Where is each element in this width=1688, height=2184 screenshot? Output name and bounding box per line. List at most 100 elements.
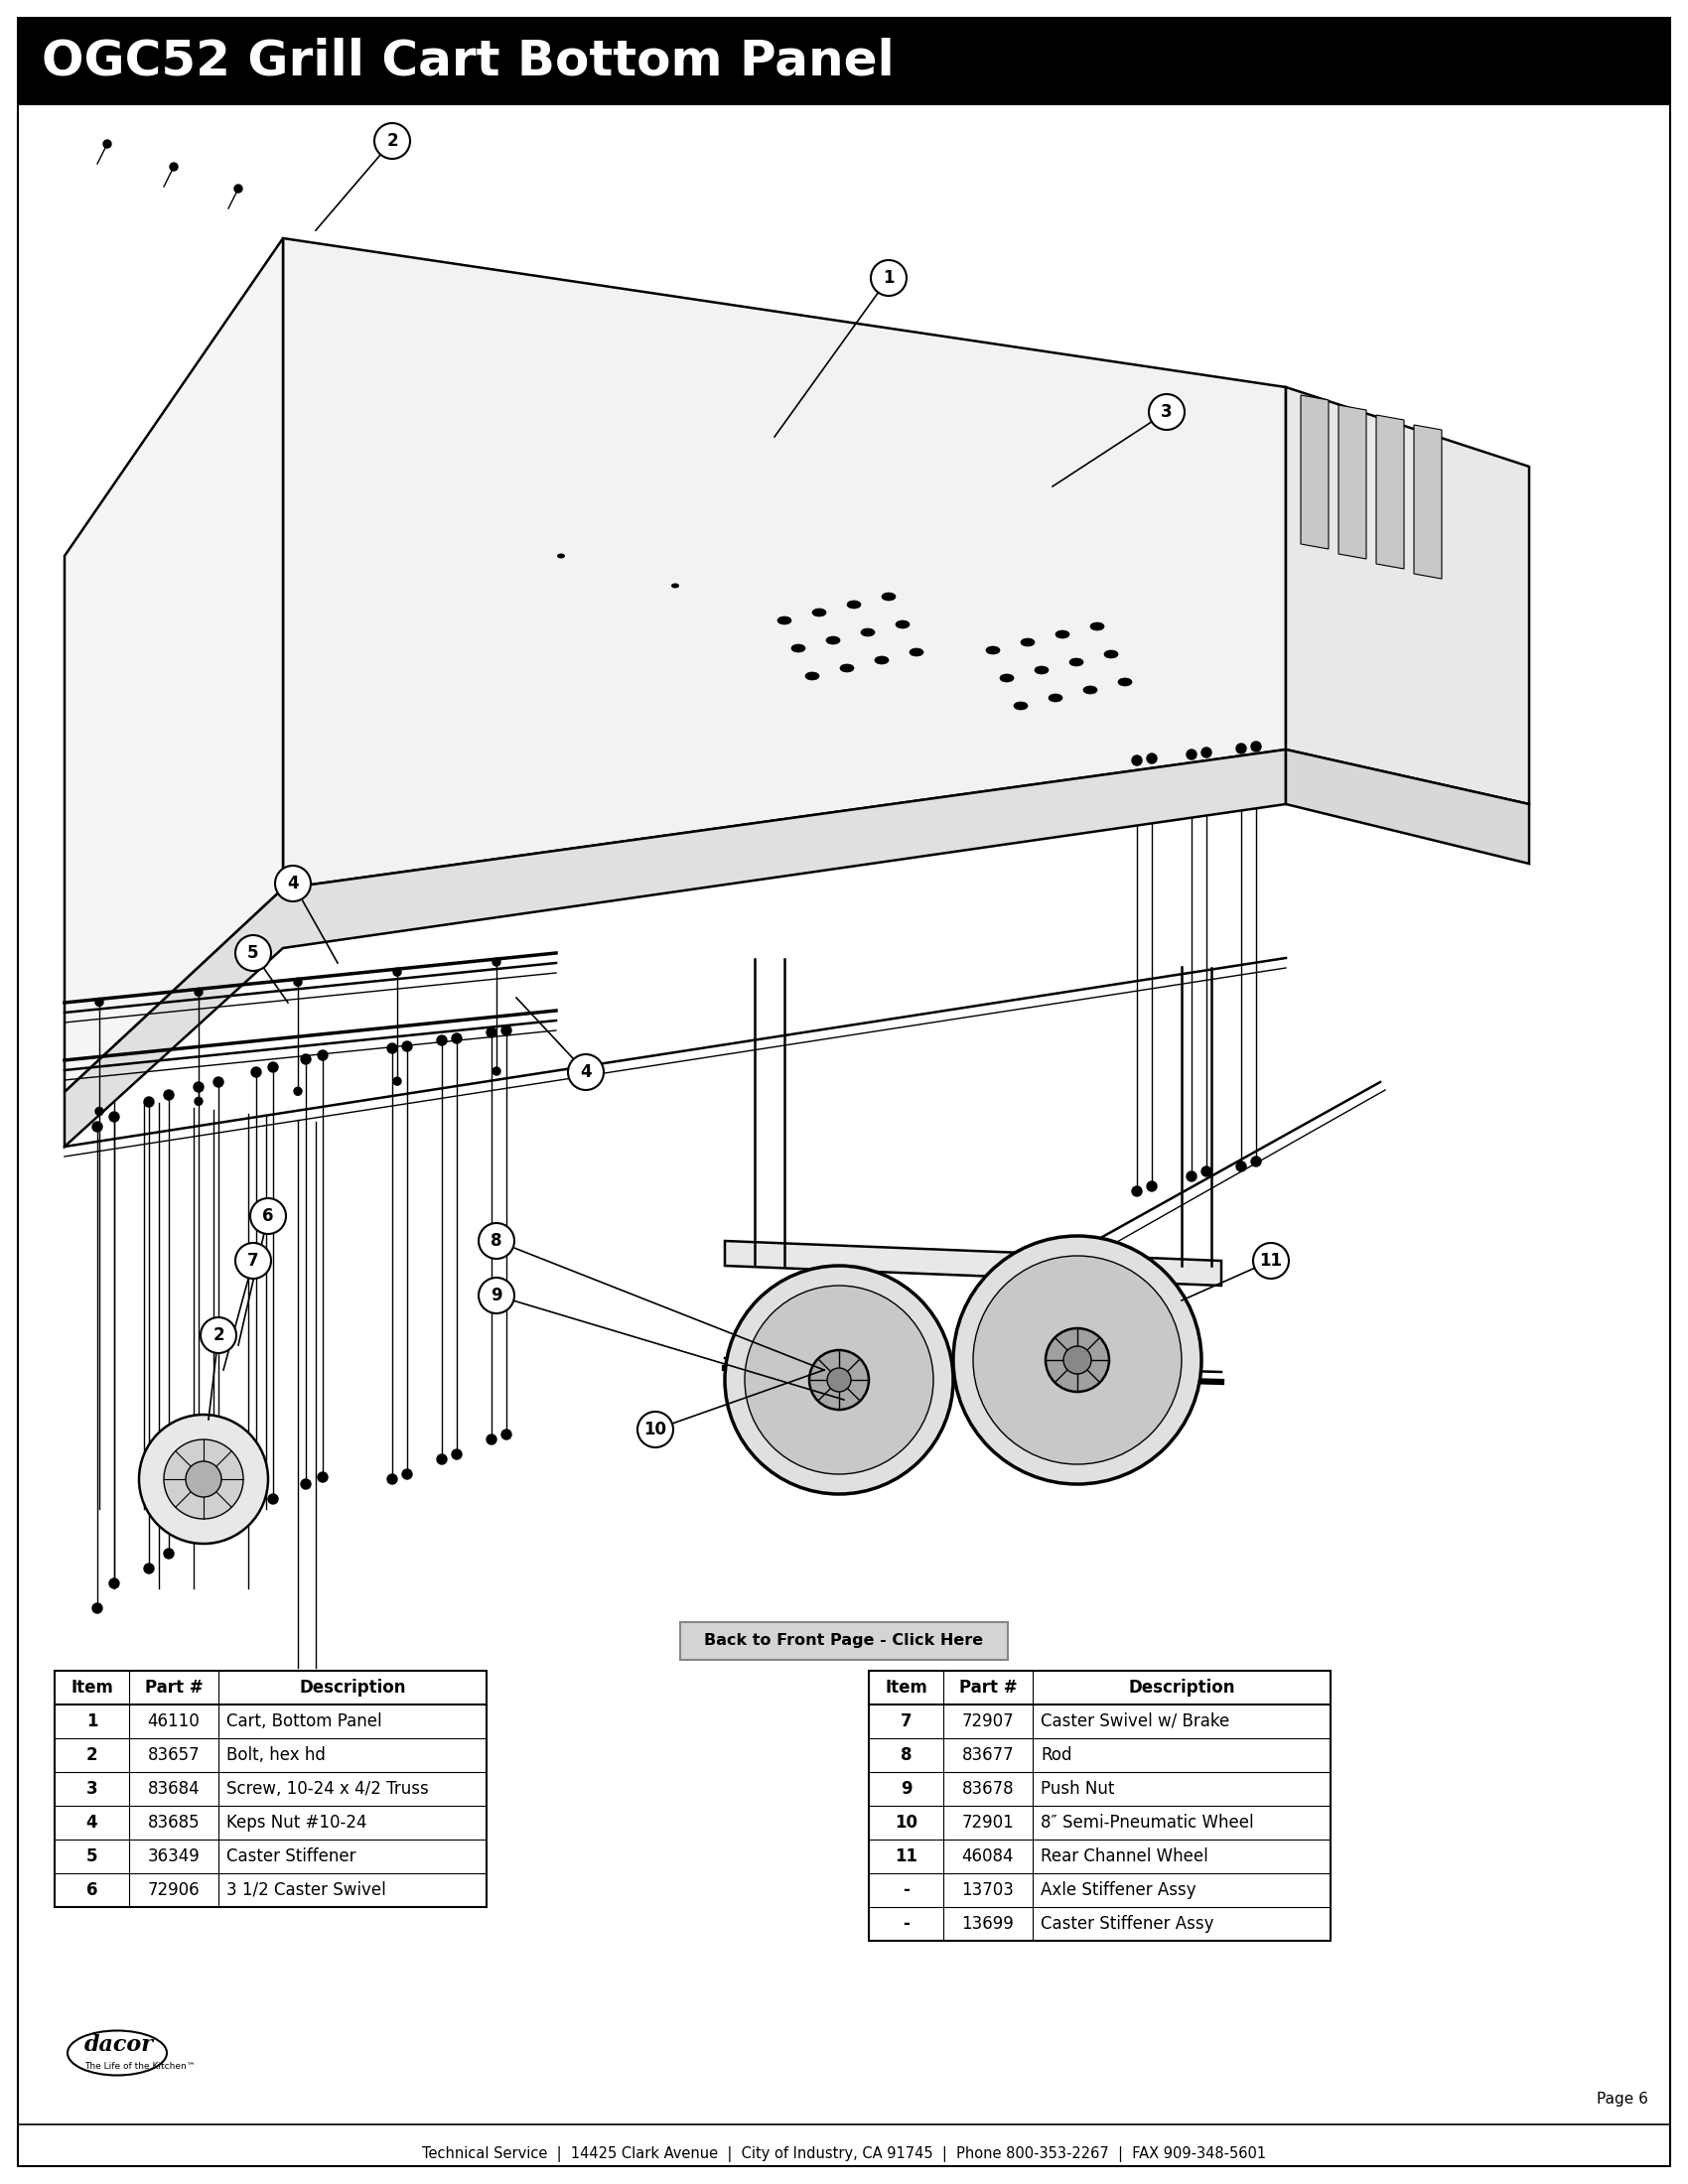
Ellipse shape — [881, 592, 896, 601]
Circle shape — [871, 260, 906, 295]
Bar — [680, 1623, 1008, 1660]
Circle shape — [479, 1223, 515, 1258]
Text: 72906: 72906 — [147, 1880, 199, 1900]
Text: Caster Swivel w/ Brake: Caster Swivel w/ Brake — [1040, 1712, 1229, 1730]
Ellipse shape — [1084, 686, 1097, 695]
Circle shape — [143, 1096, 154, 1107]
Text: 6: 6 — [262, 1208, 273, 1225]
Text: 11: 11 — [895, 1848, 918, 1865]
Text: 1: 1 — [883, 269, 895, 286]
Circle shape — [393, 1077, 402, 1085]
Circle shape — [724, 1267, 954, 1494]
Ellipse shape — [999, 675, 1014, 681]
Text: Keps Nut #10-24: Keps Nut #10-24 — [226, 1813, 366, 1832]
Text: 13703: 13703 — [962, 1880, 1014, 1900]
Bar — [54, 1671, 486, 1907]
Circle shape — [387, 1474, 397, 1485]
Circle shape — [1251, 743, 1261, 751]
Circle shape — [493, 959, 500, 965]
Circle shape — [164, 1090, 174, 1101]
Ellipse shape — [1055, 631, 1070, 638]
Text: 5: 5 — [248, 943, 258, 961]
Circle shape — [95, 1107, 103, 1116]
Circle shape — [1187, 749, 1197, 760]
Text: 4: 4 — [581, 1064, 591, 1081]
Text: Part #: Part # — [959, 1679, 1018, 1697]
Circle shape — [250, 1199, 285, 1234]
Bar — [869, 1671, 1330, 1942]
Text: 36349: 36349 — [147, 1848, 199, 1865]
Polygon shape — [284, 238, 1286, 889]
Text: The Life of the Kitchen™: The Life of the Kitchen™ — [84, 2062, 196, 2070]
Ellipse shape — [896, 620, 910, 629]
Text: 5: 5 — [86, 1848, 98, 1865]
Text: Screw, 10-24 x 4/2 Truss: Screw, 10-24 x 4/2 Truss — [226, 1780, 429, 1797]
Circle shape — [567, 1055, 604, 1090]
Text: 4: 4 — [86, 1813, 98, 1832]
Text: -: - — [903, 1915, 910, 1933]
Text: 10: 10 — [643, 1420, 667, 1439]
Circle shape — [1045, 1328, 1109, 1391]
Text: Bolt, hex hd: Bolt, hex hd — [226, 1747, 326, 1765]
Text: Push Nut: Push Nut — [1040, 1780, 1114, 1797]
Circle shape — [110, 1579, 120, 1588]
Text: Description: Description — [1128, 1679, 1236, 1697]
Circle shape — [252, 1503, 262, 1511]
Circle shape — [437, 1035, 447, 1046]
Circle shape — [486, 1026, 496, 1037]
Ellipse shape — [1104, 651, 1117, 657]
Circle shape — [1063, 1345, 1090, 1374]
Circle shape — [213, 1518, 223, 1529]
Circle shape — [194, 1081, 204, 1092]
Ellipse shape — [1048, 695, 1062, 701]
Text: Caster Stiffener: Caster Stiffener — [226, 1848, 356, 1865]
Text: Description: Description — [299, 1679, 405, 1697]
Circle shape — [235, 1243, 272, 1278]
Circle shape — [479, 1278, 515, 1313]
Text: 2: 2 — [213, 1326, 225, 1343]
Circle shape — [437, 1455, 447, 1463]
Ellipse shape — [825, 636, 841, 644]
Ellipse shape — [805, 673, 819, 679]
Polygon shape — [1301, 395, 1328, 548]
Circle shape — [294, 1088, 302, 1094]
Polygon shape — [64, 749, 1286, 1147]
Text: Rod: Rod — [1040, 1747, 1072, 1765]
Circle shape — [501, 1026, 511, 1035]
Circle shape — [638, 1411, 674, 1448]
Text: 8: 8 — [900, 1747, 912, 1765]
Circle shape — [1252, 1243, 1290, 1278]
Circle shape — [275, 865, 311, 902]
Circle shape — [744, 1286, 933, 1474]
Text: 6: 6 — [86, 1880, 98, 1900]
Circle shape — [1146, 1182, 1156, 1190]
Text: Axle Stiffener Assy: Axle Stiffener Assy — [1040, 1880, 1197, 1900]
Circle shape — [1133, 756, 1141, 764]
Circle shape — [170, 164, 177, 170]
Text: 7: 7 — [248, 1251, 258, 1269]
Ellipse shape — [861, 629, 874, 636]
Circle shape — [300, 1055, 311, 1064]
Text: Item: Item — [885, 1679, 927, 1697]
Ellipse shape — [1117, 677, 1133, 686]
Circle shape — [252, 1068, 262, 1077]
Circle shape — [201, 1317, 236, 1354]
Polygon shape — [1339, 404, 1366, 559]
Circle shape — [452, 1033, 463, 1044]
Ellipse shape — [1035, 666, 1048, 675]
Text: 83684: 83684 — [147, 1780, 199, 1797]
Circle shape — [1150, 393, 1185, 430]
Circle shape — [452, 1450, 463, 1459]
Text: 13699: 13699 — [962, 1915, 1014, 1933]
Text: 72907: 72907 — [962, 1712, 1014, 1730]
Text: dacor: dacor — [84, 2033, 154, 2055]
Ellipse shape — [874, 655, 888, 664]
Circle shape — [143, 1564, 154, 1572]
Circle shape — [110, 1112, 120, 1123]
Circle shape — [1251, 1158, 1261, 1166]
Ellipse shape — [557, 553, 565, 559]
Circle shape — [186, 1461, 221, 1496]
Circle shape — [93, 1123, 103, 1131]
Circle shape — [194, 1533, 204, 1544]
Text: 3 1/2 Caster Swivel: 3 1/2 Caster Swivel — [226, 1880, 387, 1900]
